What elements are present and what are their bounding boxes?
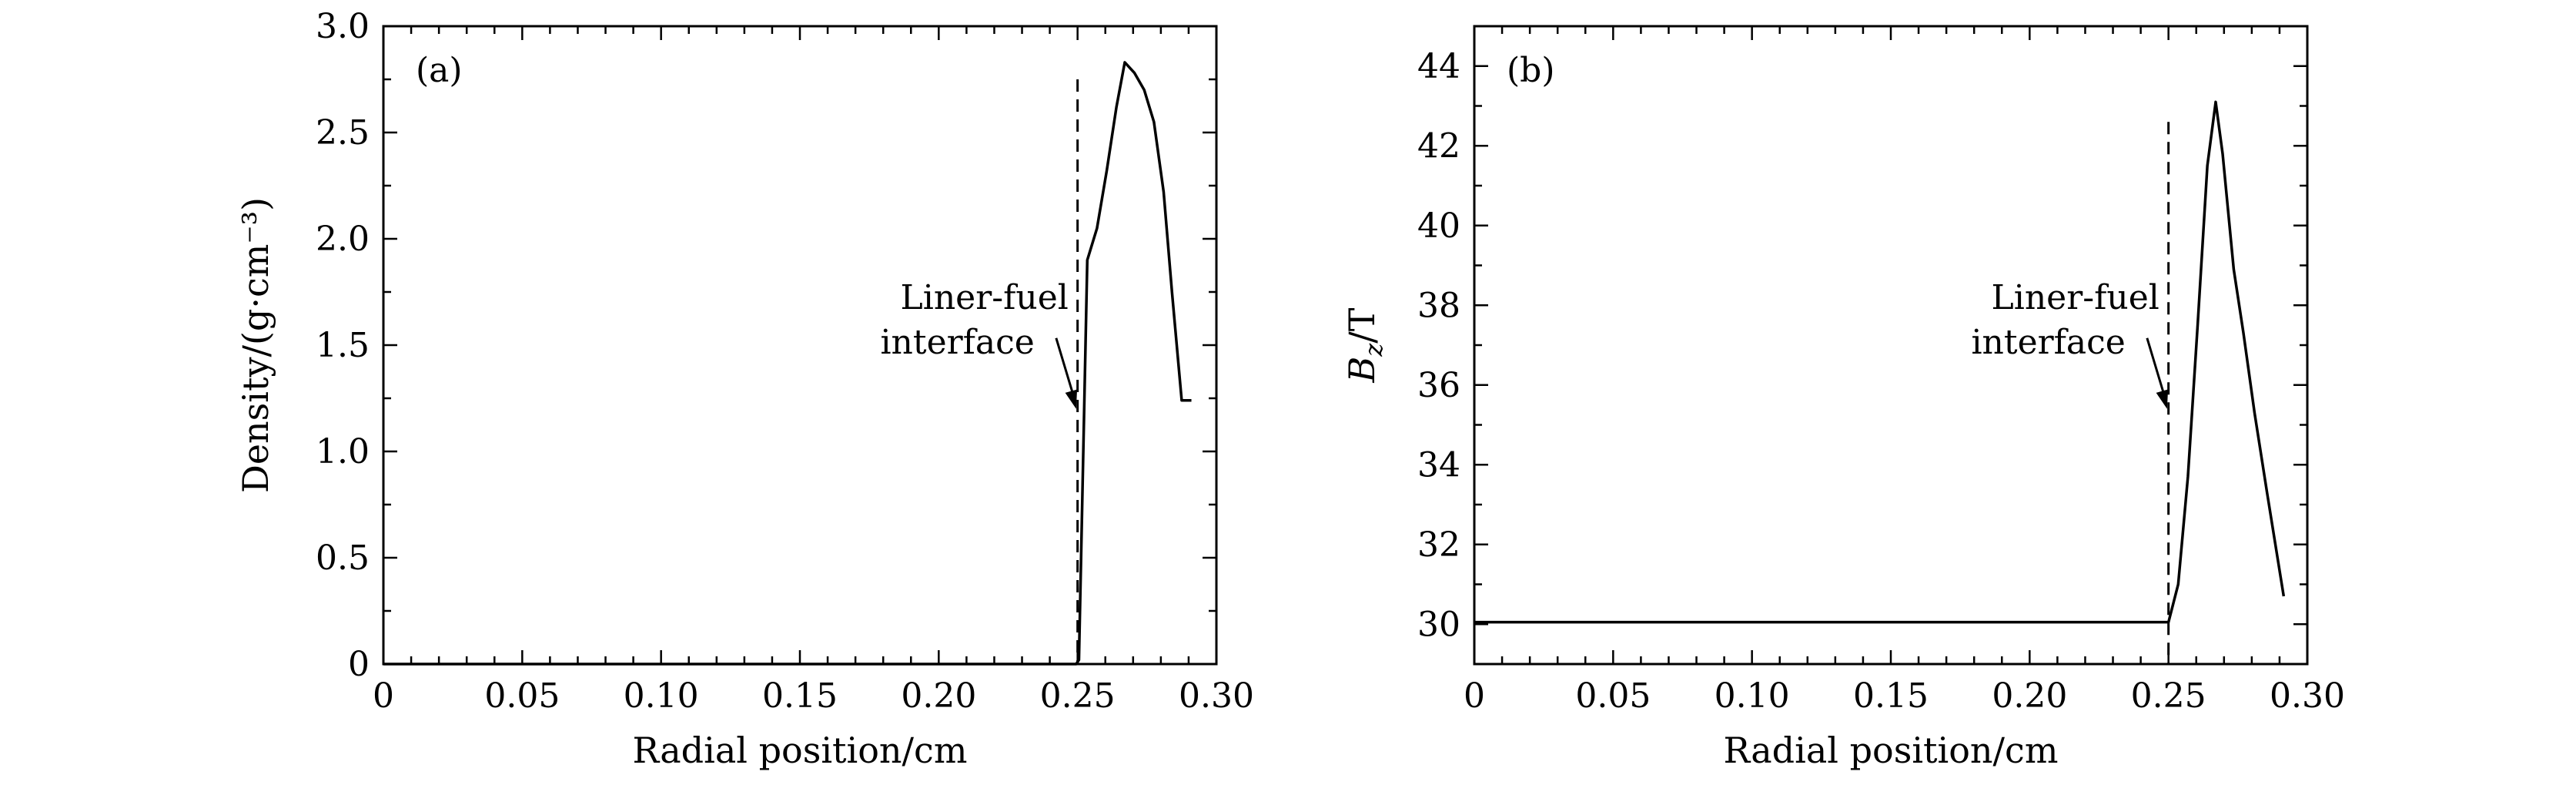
chart-panel-a: 0 0.05 0.10 0.15 0.20 0.25 0.30 0 0.5 1.0 1.5 2.0 2.… [235,7,1254,771]
y-tick-label: 0 [348,645,370,684]
panel-label: (a) [416,51,463,90]
x-tick-label: 0.30 [2270,676,2345,716]
y-tick-label: 2.0 [316,220,370,259]
y-tick-label: 40 [1417,206,1460,246]
y-tick-label: 30 [1417,605,1460,644]
y-tick-label: 1.5 [316,326,370,365]
x-tick-label: 0.10 [1715,676,1790,716]
annotation-line-2: interface [1971,323,2125,362]
y-axis-symbol: B [1341,357,1383,384]
plot-frame [383,26,1216,664]
x-axis-title: Radial position/cm [633,730,968,771]
x-tick-label: 0 [373,676,394,716]
annotation-arrow [2147,338,2166,400]
y-tick-label: 42 [1417,126,1460,166]
annotation-line-1: Liner-fuel [1992,278,2159,317]
y-axis-unit: /T [1341,307,1383,343]
chart-panel-b: 0 0.05 0.10 0.15 0.20 0.25 0.30 30 32 34 36 38 40 42 4… [1341,26,2345,771]
y-tick-label: 0.5 [316,538,370,578]
annotation-line-2: interface [880,323,1034,362]
x-tick-label: 0.05 [484,676,560,716]
series-line [1474,102,2283,622]
panel-label: (b) [1507,51,1555,90]
x-tick-label: 0.15 [762,676,838,716]
y-tick-label: 36 [1417,366,1460,405]
series-line [383,62,1192,664]
annotation-arrowhead [1066,390,1077,409]
y-axis-subscript: z [1359,343,1388,357]
x-tick-label: 0.25 [2131,676,2206,716]
x-tick-label: 0.20 [1992,676,2067,716]
y-tick-label: 38 [1417,286,1460,325]
annotation-line-1: Liner-fuel [901,278,1069,317]
y-axis-title: Density/(g·cm⁻³) [235,197,276,493]
y-tick-label: 2.5 [316,113,370,153]
x-tick-label: 0.30 [1179,676,1254,716]
y-axis-title: Bz/T [1341,307,1388,383]
x-axis-title: Radial position/cm [1724,730,2059,771]
y-tick-label: 34 [1417,445,1460,485]
x-tick-label: 0.15 [1853,676,1929,716]
plot-frame [1474,26,2307,664]
annotation-arrowhead [2156,390,2168,409]
y-tick-label: 1.0 [316,432,370,471]
y-tick-label: 3.0 [316,7,370,46]
x-tick-label: 0.20 [901,676,976,716]
x-tick-label: 0.25 [1040,676,1116,716]
y-tick-label: 44 [1417,47,1460,86]
x-tick-label: 0 [1464,676,1485,716]
annotation-arrow [1056,338,1075,400]
y-tick-label: 32 [1417,525,1460,565]
x-tick-label: 0.05 [1575,676,1651,716]
x-tick-label: 0.10 [624,676,699,716]
